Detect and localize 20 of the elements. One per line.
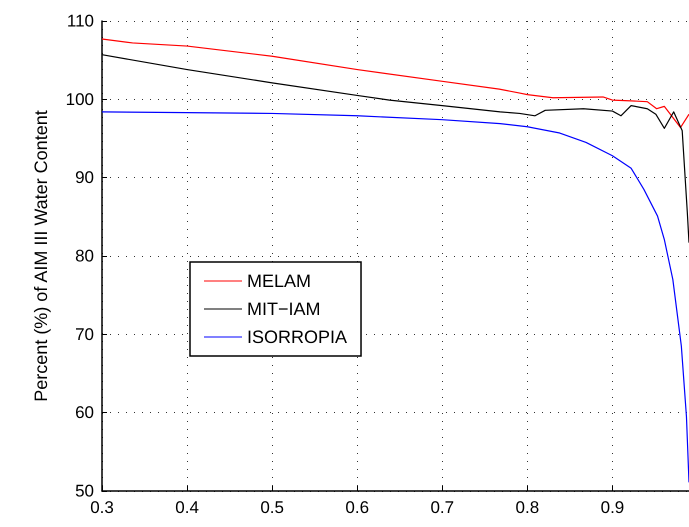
y-axis-title: Percent (%) of AIM III Water Content bbox=[31, 110, 51, 402]
y-tick-label: 70 bbox=[75, 324, 94, 344]
y-tick-label: 100 bbox=[66, 90, 94, 109]
y-tick-label: 110 bbox=[66, 12, 94, 30]
legend-label: MIT−IAM bbox=[247, 299, 321, 319]
y-tick-label: 60 bbox=[75, 403, 94, 422]
x-tick-label: 0.9 bbox=[600, 498, 624, 517]
y-tick-label: 80 bbox=[75, 246, 94, 266]
legend-label: MELAM bbox=[247, 271, 312, 291]
x-tick-label: 0.5 bbox=[260, 498, 284, 517]
line-series bbox=[101, 38, 689, 128]
x-tick-label: 0.6 bbox=[345, 498, 370, 517]
x-tick-label: 0.8 bbox=[516, 498, 540, 517]
x-tick-label: 0.3 bbox=[90, 498, 114, 517]
x-tick-label: 0.7 bbox=[430, 498, 454, 517]
line-series bbox=[101, 111, 689, 483]
y-tick-label: 90 bbox=[75, 168, 94, 188]
x-tick-label: 0.4 bbox=[175, 498, 199, 517]
legend-label: ISORROPIA bbox=[247, 327, 348, 347]
y-tick-label: 50 bbox=[75, 482, 94, 500]
